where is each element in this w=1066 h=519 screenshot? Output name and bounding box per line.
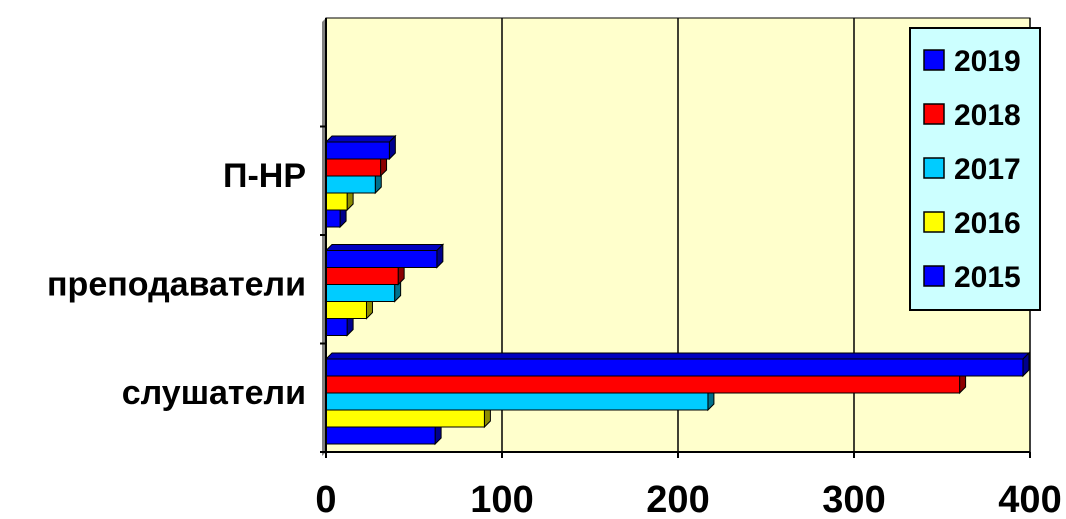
legend-label-2017: 2017 bbox=[954, 153, 1021, 186]
legend-item-2016: 2016 bbox=[923, 207, 1021, 240]
bar-2019-2 bbox=[324, 134, 397, 161]
y-tick-label-0: слушатели bbox=[122, 374, 306, 412]
legend-swatch-2019 bbox=[923, 49, 945, 71]
axes bbox=[320, 18, 1031, 458]
x-tick-label-400: 400 bbox=[998, 479, 1061, 519]
legend-item-2017: 2017 bbox=[923, 153, 1021, 186]
legend-swatch-2017 bbox=[923, 157, 945, 179]
y-tick-label-2: П-НР bbox=[223, 157, 306, 195]
legend-swatch-2016 bbox=[923, 211, 945, 233]
x-tick-label-300: 300 bbox=[822, 479, 885, 519]
bar-2019-1 bbox=[324, 243, 445, 269]
x-tick-label-200: 200 bbox=[646, 479, 709, 519]
legend-item-2018: 2018 bbox=[923, 99, 1021, 132]
legend-swatch-2018 bbox=[923, 103, 945, 125]
legend-item-2015: 2015 bbox=[923, 261, 1021, 294]
bars bbox=[324, 134, 1031, 446]
legend-label-2018: 2018 bbox=[954, 99, 1021, 132]
legend-label-2019: 2019 bbox=[954, 45, 1021, 78]
legend: 2019 2018 2017 2016 2015 bbox=[909, 27, 1041, 311]
legend-swatch-2015 bbox=[923, 265, 945, 287]
y-tick-label-1: преподаватели bbox=[47, 265, 306, 303]
legend-label-2015: 2015 bbox=[954, 261, 1021, 294]
labels: слушатели преподаватели П-НР 0 100 200 300 400 bbox=[47, 157, 1062, 519]
legend-label-2016: 2016 bbox=[954, 207, 1021, 240]
bar-2019-0 bbox=[324, 351, 1031, 378]
x-tick-label-100: 100 bbox=[470, 479, 533, 519]
x-tick-label-0: 0 bbox=[315, 479, 336, 519]
legend-item-2019: 2019 bbox=[923, 45, 1021, 78]
